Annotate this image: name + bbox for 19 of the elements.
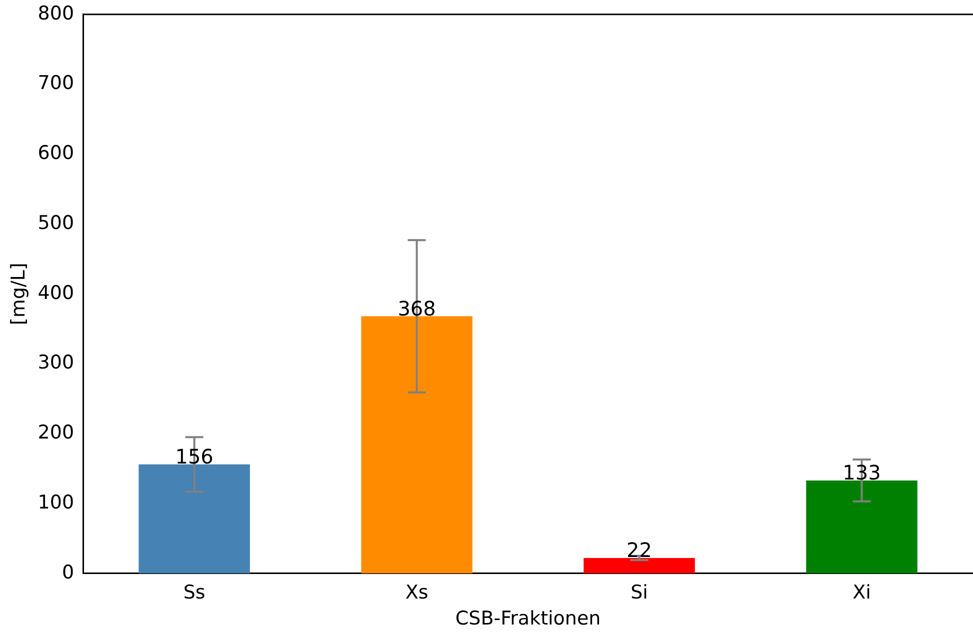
x-tick-label: Ss — [183, 582, 206, 604]
x-tick-label: Si — [630, 582, 648, 604]
y-tick-label: 500 — [38, 212, 74, 234]
y-tick-label: 800 — [38, 2, 74, 24]
data-label: 133 — [842, 460, 881, 485]
y-tick-label: 100 — [38, 491, 74, 514]
data-label: 156 — [175, 444, 214, 469]
y-tick-label: 300 — [38, 352, 74, 374]
data-label: 368 — [398, 296, 436, 320]
y-axis-title: [mg/L] — [7, 262, 30, 326]
y-tick-label: 0 — [62, 561, 74, 584]
y-tick-label: 200 — [38, 422, 74, 444]
x-tick-label: Xs — [405, 582, 428, 604]
y-tick-label: 600 — [38, 142, 74, 164]
x-axis-title: CSB-Fraktionen — [455, 608, 601, 630]
y-tick-label: 400 — [38, 282, 74, 304]
y-tick-label: 700 — [38, 72, 74, 94]
data-label: 22 — [626, 538, 652, 562]
x-tick-label: Xi — [852, 582, 871, 604]
